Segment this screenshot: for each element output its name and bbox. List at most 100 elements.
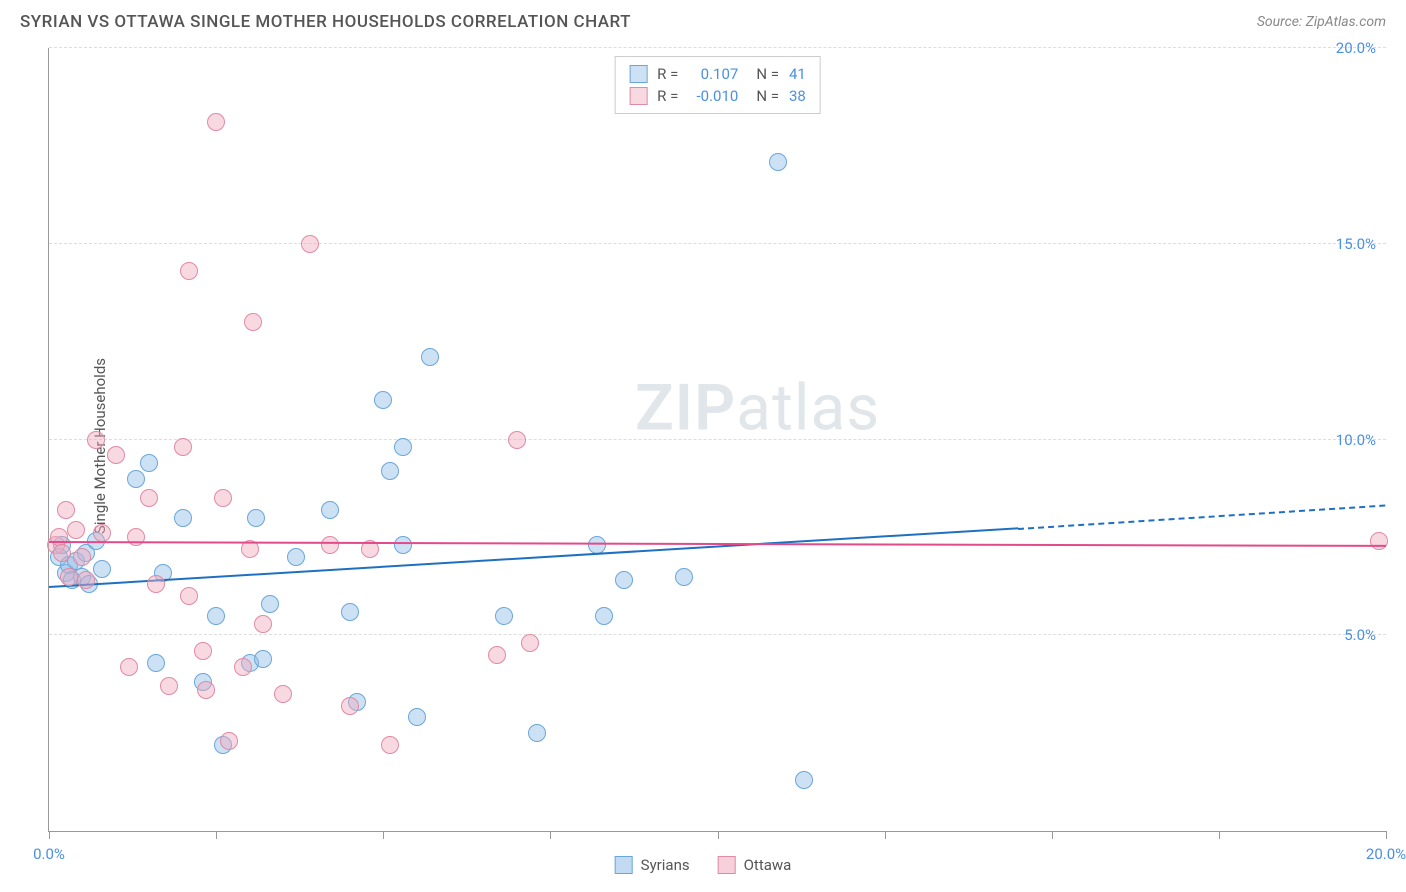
n-label: N = [756,65,779,83]
x-tick-label: 20.0% [1366,845,1406,863]
data-point [140,489,158,507]
legend-swatch [615,856,633,874]
data-point [127,470,145,488]
data-point [488,646,506,664]
y-tick-label: 10.0% [1336,431,1376,449]
legend-item: Syrians [615,856,690,874]
r-value: -0.010 [688,87,738,105]
data-point [381,462,399,480]
gridline [49,439,1386,440]
data-point [254,615,272,633]
data-point [67,521,85,539]
data-point [521,634,539,652]
data-point [381,736,399,754]
data-point [140,454,158,472]
watermark: ZIPatlas [635,371,880,446]
data-point [174,509,192,527]
y-tick-label: 20.0% [1336,39,1376,57]
data-point [421,348,439,366]
data-point [53,544,71,562]
data-point [675,568,693,586]
data-point [207,607,225,625]
legend-label: Ottawa [744,856,792,874]
legend-label: Syrians [641,856,690,874]
data-point [274,685,292,703]
legend-item: Ottawa [718,856,792,874]
data-point [595,607,613,625]
legend-row: R = 0.107 N = 41 [629,63,806,85]
r-value: 0.107 [688,65,738,83]
x-tick [383,831,384,839]
data-point [147,575,165,593]
data-point [528,724,546,742]
gridline [49,634,1386,635]
x-tick [550,831,551,839]
x-tick [216,831,217,839]
n-value: 41 [789,65,806,83]
data-point [341,697,359,715]
data-point [287,548,305,566]
data-point [77,571,95,589]
data-point [394,438,412,456]
series-legend: Syrians Ottawa [615,856,792,874]
data-point [194,642,212,660]
data-point [244,313,262,331]
data-point [394,536,412,554]
x-tick [1052,831,1053,839]
chart-title: SYRIAN VS OTTAWA SINGLE MOTHER HOUSEHOLD… [20,12,631,32]
data-point [160,677,178,695]
data-point [321,501,339,519]
data-point [147,654,165,672]
data-point [234,658,252,676]
x-tick [718,831,719,839]
data-point [615,571,633,589]
data-point [87,431,105,449]
data-point [495,607,513,625]
data-point [180,262,198,280]
data-point [408,708,426,726]
n-label: N = [756,87,779,105]
data-point [93,560,111,578]
data-point [508,431,526,449]
source-attribution: Source: ZipAtlas.com [1257,14,1386,30]
data-point [197,681,215,699]
legend-swatch [718,856,736,874]
data-point [57,501,75,519]
x-tick [49,831,50,839]
gridline [49,47,1386,48]
data-point [1370,532,1388,550]
correlation-legend: R = 0.107 N = 41 R = -0.010 N = 38 [614,56,821,114]
data-point [374,391,392,409]
data-point [301,235,319,253]
data-point [769,153,787,171]
data-point [127,528,145,546]
data-point [60,568,78,586]
scatter-chart: ZIPatlas R = 0.107 N = 41 R = -0.010 N = 38 5.0… [48,48,1386,832]
data-point [214,489,232,507]
r-label: R = [657,65,678,83]
n-value: 38 [789,87,806,105]
x-tick [885,831,886,839]
data-point [120,658,138,676]
data-point [207,113,225,131]
x-tick [1386,831,1387,839]
legend-swatch [629,87,647,105]
legend-row: R = -0.010 N = 38 [629,85,806,107]
data-point [247,509,265,527]
r-label: R = [657,87,678,105]
data-point [180,587,198,605]
data-point [73,548,91,566]
x-tick-label: 0.0% [33,845,65,863]
gridline [49,243,1386,244]
data-point [93,524,111,542]
y-tick-label: 15.0% [1336,235,1376,253]
data-point [254,650,272,668]
data-point [220,732,238,750]
y-tick-label: 5.0% [1344,626,1376,644]
trend-line [49,528,1018,589]
data-point [107,446,125,464]
data-point [341,603,359,621]
trend-line-extension [1018,504,1386,529]
data-point [795,771,813,789]
legend-swatch [629,65,647,83]
